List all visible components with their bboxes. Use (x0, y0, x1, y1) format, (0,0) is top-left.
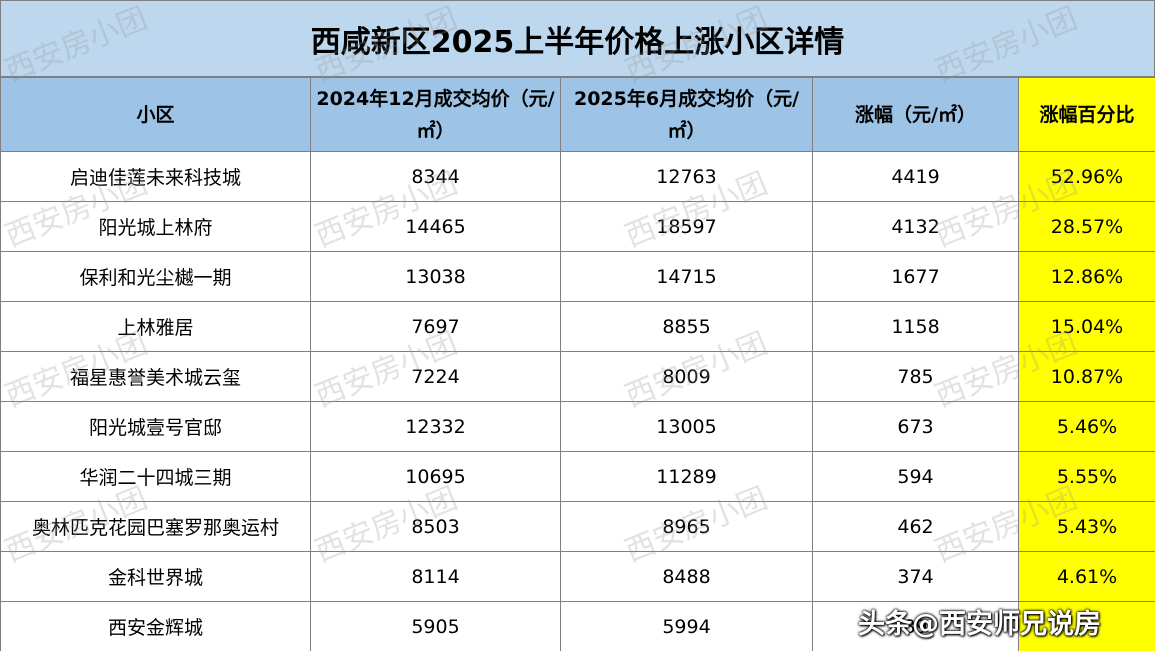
cell-dec-price: 14465 (310, 201, 561, 252)
cell-rise: 462 (812, 501, 1019, 552)
table-row: 阳光城壹号官邸 12332 13005 673 5.46% (0, 401, 1155, 452)
cell-rise: 4419 (812, 151, 1019, 202)
header-pct: 涨幅百分比 (1018, 77, 1155, 152)
cell-dec-price: 12332 (310, 401, 561, 452)
table-row: 启迪佳莲未来科技城 8344 12763 4419 52.96% (0, 151, 1155, 202)
cell-jun-price: 8009 (560, 351, 813, 402)
header-name: 小区 (0, 77, 311, 152)
cell-jun-price: 18597 (560, 201, 813, 252)
cell-pct: 4.61% (1018, 551, 1155, 602)
cell-rise: 4132 (812, 201, 1019, 252)
cell-jun-price: 12763 (560, 151, 813, 202)
table-row: 金科世界城 8114 8488 374 4.61% (0, 551, 1155, 602)
cell-dec-price: 10695 (310, 451, 561, 502)
cell-name: 启迪佳莲未来科技城 (0, 151, 311, 202)
cell-pct: 10.87% (1018, 351, 1155, 402)
cell-jun-price: 5994 (560, 601, 813, 651)
cell-rise: 374 (812, 551, 1019, 602)
cell-pct: 5.55% (1018, 451, 1155, 502)
table-row: 华润二十四城三期 10695 11289 594 5.55% (0, 451, 1155, 502)
header-jun-price: 2025年6月成交均价（元/㎡） (560, 77, 813, 152)
cell-jun-price: 13005 (560, 401, 813, 452)
cell-name: 西安金辉城 (0, 601, 311, 651)
price-table: 小区 2024年12月成交均价（元/㎡） 2025年6月成交均价（元/㎡） 涨幅… (0, 77, 1155, 651)
source-tag: 头条@西安师兄说房 (858, 608, 1101, 640)
cell-dec-price: 8114 (310, 551, 561, 602)
table-row: 上林雅居 7697 8855 1158 15.04% (0, 301, 1155, 352)
cell-pct: 5.46% (1018, 401, 1155, 452)
cell-rise: 1158 (812, 301, 1019, 352)
cell-pct (1018, 601, 1155, 651)
cell-name: 阳光城上林府 (0, 201, 311, 252)
cell-jun-price: 8488 (560, 551, 813, 602)
cell-jun-price: 14715 (560, 251, 813, 302)
table-row: 阳光城上林府 14465 18597 4132 28.57% (0, 201, 1155, 252)
table-row: 奥林匹克花园巴塞罗那奥运村 8503 8965 462 5.43% (0, 501, 1155, 552)
cell-name: 福星惠誉美术城云玺 (0, 351, 311, 402)
cell-dec-price: 8503 (310, 501, 561, 552)
cell-pct: 5.43% (1018, 501, 1155, 552)
header-row: 小区 2024年12月成交均价（元/㎡） 2025年6月成交均价（元/㎡） 涨幅… (0, 77, 1155, 152)
cell-jun-price: 8965 (560, 501, 813, 552)
header-rise: 涨幅（元/㎡） (812, 77, 1019, 152)
cell-pct: 12.86% (1018, 251, 1155, 302)
table-title: 西咸新区2025上半年价格上涨小区详情 (310, 24, 845, 60)
cell-name: 阳光城壹号官邸 (0, 401, 311, 452)
cell-dec-price: 7224 (310, 351, 561, 402)
cell-name: 奥林匹克花园巴塞罗那奥运村 (0, 501, 311, 552)
cell-dec-price: 8344 (310, 151, 561, 202)
cell-rise: 785 (812, 351, 1019, 402)
cell-name: 保利和光尘樾一期 (0, 251, 311, 302)
table-row: 福星惠誉美术城云玺 7224 8009 785 10.87% (0, 351, 1155, 402)
table-row: 保利和光尘樾一期 13038 14715 1677 12.86% (0, 251, 1155, 302)
table-title-bar: 西咸新区2025上半年价格上涨小区详情 (0, 0, 1155, 77)
cell-pct: 28.57% (1018, 201, 1155, 252)
cell-name: 华润二十四城三期 (0, 451, 311, 502)
cell-dec-price: 7697 (310, 301, 561, 352)
cell-pct: 52.96% (1018, 151, 1155, 202)
header-dec-price: 2024年12月成交均价（元/㎡） (310, 77, 561, 152)
cell-name: 上林雅居 (0, 301, 311, 352)
cell-rise: 1677 (812, 251, 1019, 302)
cell-dec-price: 5905 (310, 601, 561, 651)
cell-pct: 15.04% (1018, 301, 1155, 352)
cell-jun-price: 8855 (560, 301, 813, 352)
cell-rise: 673 (812, 401, 1019, 452)
cell-rise: 89 (812, 601, 1019, 651)
cell-name: 金科世界城 (0, 551, 311, 602)
cell-jun-price: 11289 (560, 451, 813, 502)
table-row: 西安金辉城 5905 5994 89 (0, 601, 1155, 651)
cell-dec-price: 13038 (310, 251, 561, 302)
cell-rise: 594 (812, 451, 1019, 502)
